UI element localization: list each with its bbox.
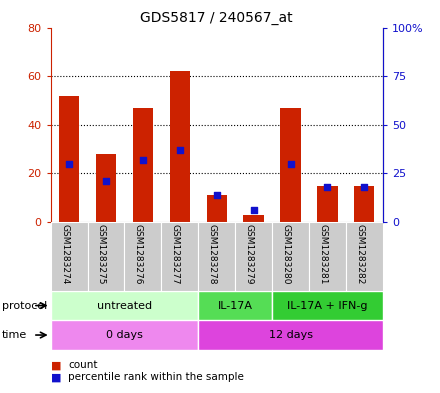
Text: untreated: untreated bbox=[97, 301, 152, 310]
Bar bbox=[317, 185, 337, 222]
Text: IL-17A + IFN-g: IL-17A + IFN-g bbox=[287, 301, 368, 310]
Bar bbox=[243, 215, 264, 222]
Text: 0 days: 0 days bbox=[106, 330, 143, 340]
Point bbox=[176, 147, 183, 153]
Text: 12 days: 12 days bbox=[268, 330, 312, 340]
Text: ■: ■ bbox=[51, 372, 61, 382]
Point bbox=[361, 184, 368, 190]
Bar bbox=[198, 291, 272, 320]
Text: GSM1283281: GSM1283281 bbox=[319, 224, 327, 285]
Bar bbox=[51, 320, 198, 350]
Point bbox=[287, 160, 294, 167]
Bar bbox=[346, 222, 383, 291]
Title: GDS5817 / 240567_at: GDS5817 / 240567_at bbox=[140, 11, 293, 25]
Bar bbox=[280, 108, 301, 222]
Text: ■: ■ bbox=[51, 360, 61, 371]
Text: percentile rank within the sample: percentile rank within the sample bbox=[68, 372, 244, 382]
Bar bbox=[51, 222, 88, 291]
Bar bbox=[125, 222, 161, 291]
Bar bbox=[161, 222, 198, 291]
Point bbox=[139, 157, 147, 163]
Bar bbox=[198, 320, 383, 350]
Point bbox=[103, 178, 110, 184]
Bar bbox=[272, 291, 383, 320]
Text: GSM1283274: GSM1283274 bbox=[60, 224, 69, 285]
Bar bbox=[309, 222, 346, 291]
Bar bbox=[170, 71, 190, 222]
Bar bbox=[198, 222, 235, 291]
Bar bbox=[235, 222, 272, 291]
Bar bbox=[96, 154, 116, 222]
Bar bbox=[88, 222, 125, 291]
Text: count: count bbox=[68, 360, 98, 371]
Bar bbox=[59, 95, 79, 222]
Text: GSM1283282: GSM1283282 bbox=[356, 224, 364, 285]
Text: GSM1283277: GSM1283277 bbox=[171, 224, 180, 285]
Text: time: time bbox=[2, 330, 27, 340]
Text: GSM1283280: GSM1283280 bbox=[282, 224, 290, 285]
Text: IL-17A: IL-17A bbox=[218, 301, 253, 310]
Point bbox=[324, 184, 331, 190]
Point bbox=[66, 160, 73, 167]
Text: protocol: protocol bbox=[2, 301, 48, 310]
Text: GSM1283276: GSM1283276 bbox=[134, 224, 143, 285]
Bar bbox=[206, 195, 227, 222]
Bar bbox=[272, 222, 309, 291]
Text: GSM1283275: GSM1283275 bbox=[97, 224, 106, 285]
Point bbox=[213, 192, 220, 198]
Bar bbox=[51, 291, 198, 320]
Bar bbox=[354, 185, 374, 222]
Bar bbox=[133, 108, 153, 222]
Text: GSM1283278: GSM1283278 bbox=[208, 224, 216, 285]
Point bbox=[250, 207, 257, 213]
Text: GSM1283279: GSM1283279 bbox=[245, 224, 253, 285]
